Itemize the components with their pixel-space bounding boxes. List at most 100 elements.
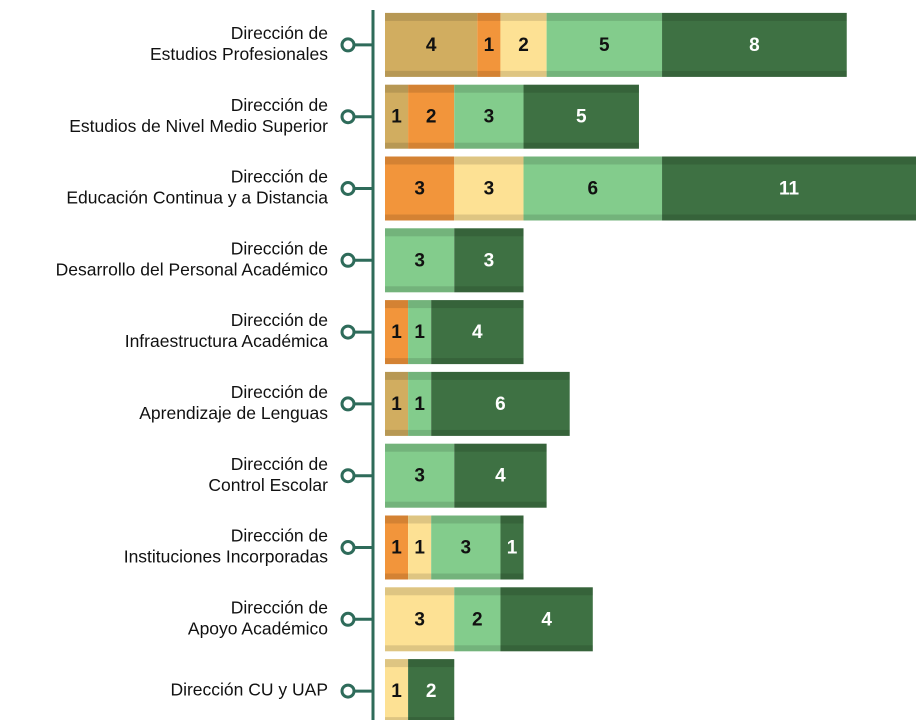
category-label: Aprendizaje de Lenguas [139,403,328,423]
marker [340,540,356,555]
bar-shade [385,84,409,93]
bar-segment [454,587,501,652]
bar-segment [523,156,663,221]
bar-segment [408,515,432,580]
bar-shade [408,659,455,668]
bar-shade [523,142,639,149]
category-label: Dirección CU y UAP [170,680,328,700]
bar-segment [500,587,593,652]
bar-shade [431,515,501,524]
bar-shade [385,573,409,580]
bar-shade [662,214,916,221]
bar-segment [385,443,455,508]
bar-shade [385,156,455,165]
bar-shade [500,587,593,596]
marker [340,611,356,627]
bar-segment [431,371,570,436]
bar-segment [385,300,409,365]
bar-segment [546,12,663,77]
bar-shade [431,358,524,365]
category-label: Estudios de Nivel Medio Superior [69,116,328,136]
category-label: Dirección de [231,167,328,187]
bar-segment [431,300,524,365]
bar-shade [385,501,455,508]
bar-shade [454,501,547,508]
bar-segment [408,371,432,436]
bar-segment [408,300,432,365]
bar-shade [385,659,409,668]
bar-shade [408,84,455,93]
category-label: Dirección de [231,23,328,43]
value-label: 3 [414,609,425,630]
bar-shade [385,286,455,293]
bar-shade [385,142,409,149]
bar-shade [477,12,501,21]
bar-shade [500,573,524,580]
category-label: Dirección de [231,95,328,115]
value-label: 4 [472,322,483,343]
bar-shade [408,300,432,309]
value-label: 3 [414,466,425,487]
value-label: 1 [391,538,402,559]
bar-segment [500,12,547,77]
bar-shade [408,429,432,436]
bar-shade [431,300,524,309]
bar-segment [662,12,847,77]
value-label: 5 [599,35,610,56]
bar-shade [454,228,524,237]
bar-shade [385,587,455,596]
bar-segment [477,12,501,77]
bar-shade [454,286,524,293]
bar-shade [408,717,455,720]
category-label: Dirección de [231,454,328,474]
value-label: 2 [472,609,483,630]
value-label: 1 [391,322,402,343]
bar-segment [385,371,409,436]
bar-shade [431,371,570,380]
value-label: 3 [414,179,425,200]
bar-shade [546,70,663,77]
marker [340,396,356,412]
value-label: 1 [391,681,402,702]
bar-shade [500,645,593,652]
bar-shade [662,12,847,21]
bar-segment [385,587,455,652]
bar-shade [408,142,455,149]
bar-segment [385,12,478,77]
bar-shade [385,371,409,380]
value-label: 1 [414,394,425,415]
bar-segment [454,228,524,293]
bar-shade [500,12,547,21]
bar-shade [385,717,409,720]
bar-shade [385,358,409,365]
value-label: 1 [391,394,402,415]
value-label: 3 [484,250,495,271]
bar-shade [385,429,409,436]
category-label: Instituciones Incorporadas [124,547,329,567]
category-label: Dirección de [231,238,328,258]
value-label: 4 [426,35,437,56]
bar-shade [454,443,547,452]
category-label: Dirección de [231,526,328,546]
category-label: Infraestructura Académica [125,331,329,351]
value-label: 6 [587,179,598,200]
bar-shade [662,70,847,77]
category-label: Dirección de [231,382,328,402]
bar-segment [454,84,524,149]
bar-shade [500,70,547,77]
value-label: 3 [484,179,495,200]
bar-shade [385,70,478,77]
bar-shade [454,587,501,596]
marker [340,324,356,340]
bar-shade [454,156,524,165]
bar-segment [408,84,455,149]
value-label: 1 [484,35,495,56]
bar-segment [662,156,916,221]
value-label: 1 [414,538,425,559]
marker [340,109,356,125]
value-label: 6 [495,394,506,415]
value-label: 2 [426,107,437,128]
bar-shade [523,156,663,165]
bar-segment [500,515,524,580]
